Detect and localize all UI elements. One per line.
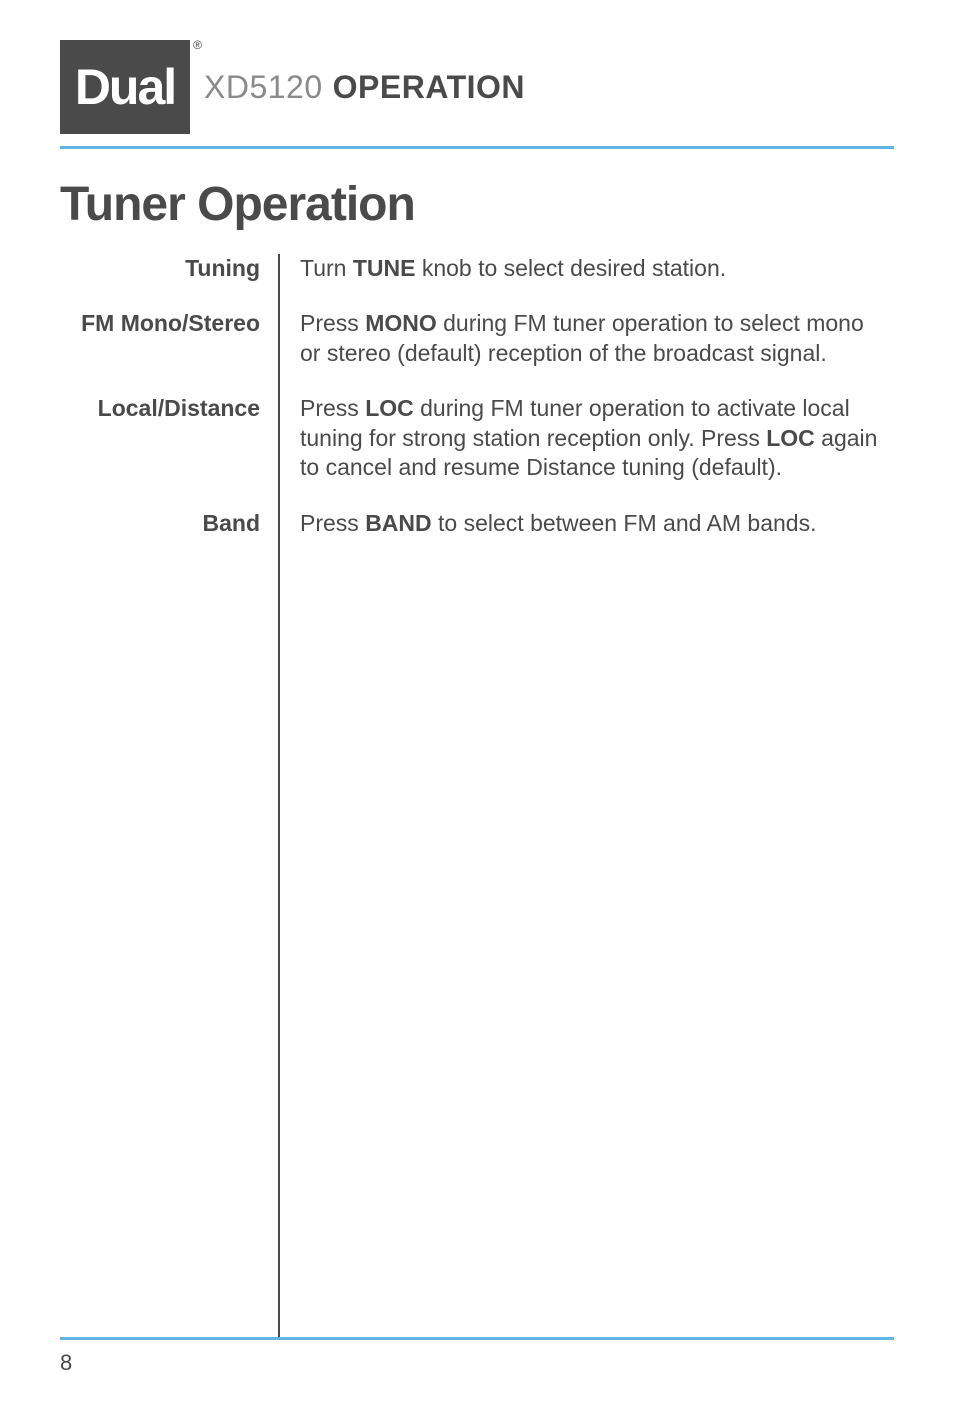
page-number: 8 xyxy=(60,1350,72,1375)
row-label: FM Mono/Stereo xyxy=(60,309,278,368)
content-table: Tuning Turn TUNE knob to select desired … xyxy=(60,254,894,1337)
row-label: Local/Distance xyxy=(60,394,278,482)
document-header: Dual ® XD5120 OPERATION xyxy=(60,40,894,134)
page-title: Tuner Operation xyxy=(60,177,894,232)
row-description: Press MONO during FM tuner operation to … xyxy=(278,309,894,368)
brand-logo: Dual ® xyxy=(60,40,190,134)
header-title: XD5120 OPERATION xyxy=(204,69,525,106)
header-divider xyxy=(60,146,894,149)
table-row: Band Press BAND to select between FM and… xyxy=(60,509,894,538)
row-label: Tuning xyxy=(60,254,278,283)
table-row: FM Mono/Stereo Press MONO during FM tune… xyxy=(60,309,894,368)
column-divider xyxy=(278,254,280,1337)
table-row: Tuning Turn TUNE knob to select desired … xyxy=(60,254,894,283)
page-footer: 8 xyxy=(60,1337,894,1376)
row-description: Press BAND to select between FM and AM b… xyxy=(278,509,894,538)
operation-label: OPERATION xyxy=(333,69,525,106)
row-description: Press LOC during FM tuner operation to a… xyxy=(278,394,894,482)
model-number: XD5120 xyxy=(204,69,323,106)
registered-mark-icon: ® xyxy=(193,38,202,52)
brand-logo-text: Dual xyxy=(75,58,175,116)
row-label: Band xyxy=(60,509,278,538)
table-row: Local/Distance Press LOC during FM tuner… xyxy=(60,394,894,482)
row-description: Turn TUNE knob to select desired station… xyxy=(278,254,894,283)
